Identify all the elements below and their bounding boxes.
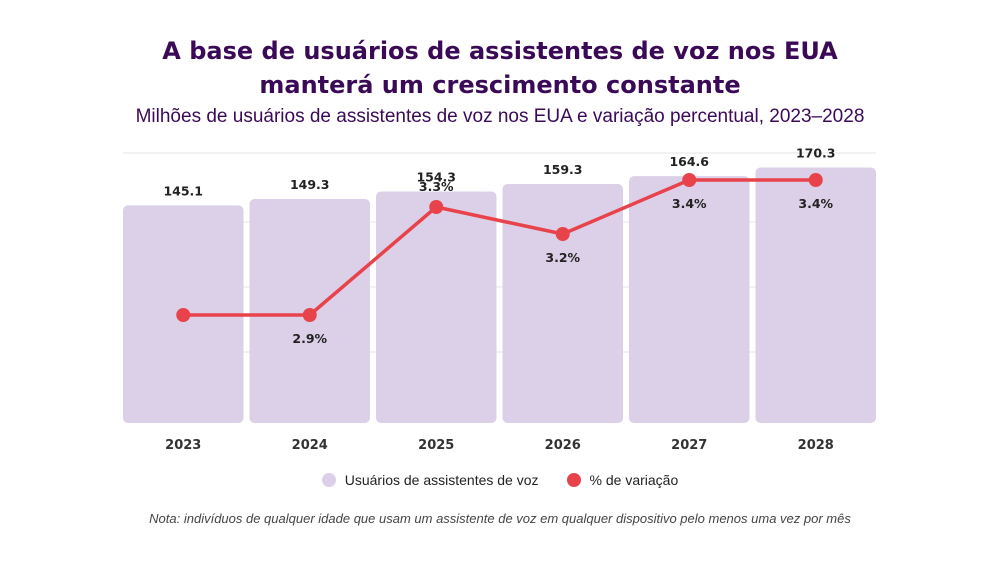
change-point-2024	[302, 308, 317, 322]
bar-2027	[629, 176, 750, 423]
bar-2025	[376, 191, 497, 423]
legend-item-users: Usuários de assistentes de voz	[321, 472, 539, 488]
x-tick-2025: 2025	[418, 438, 454, 453]
legend-swatch-bar	[321, 473, 336, 487]
change-label-2027: 3.4%	[672, 196, 707, 211]
change-point-2028	[808, 173, 823, 187]
x-tick-2026: 2026	[545, 438, 581, 453]
bar-value-label-2026: 159.3	[543, 162, 583, 177]
bar-2028	[755, 167, 876, 423]
title-line-2: manterá um crescimento constante	[259, 71, 741, 99]
x-tick-2028: 2028	[798, 438, 834, 453]
footnote: Nota: indivíduos de qualquer idade que u…	[149, 511, 851, 526]
bar-value-label-2024: 149.3	[290, 177, 330, 192]
title-line-1: A base de usuários de assistentes de voz…	[162, 37, 838, 65]
change-label-2026: 3.2%	[545, 250, 580, 265]
legend-swatch-line	[566, 473, 581, 487]
legend-label-users: Usuários de assistentes de voz	[344, 472, 539, 488]
chart-subtitle: Milhões de usuários de assistentes de vo…	[135, 106, 865, 127]
change-line	[183, 178, 816, 317]
change-label-2025: 3.3%	[419, 179, 454, 194]
change-label-2028: 3.4%	[798, 196, 833, 211]
change-label-2024: 2.9%	[292, 331, 327, 346]
change-point-2026	[555, 227, 570, 241]
bar-2026	[502, 184, 623, 423]
legend-label-change: % de variação	[589, 472, 679, 488]
combo-chart: 145.1 2023 149.3 2024 154.3 2025 159.3 2026 164.…	[123, 146, 876, 453]
bar-value-label-2023: 145.1	[163, 183, 203, 198]
x-tick-2023: 2023	[165, 438, 201, 453]
change-point-2027	[682, 173, 697, 187]
x-tick-2027: 2027	[671, 438, 707, 453]
bar-value-label-2028: 170.3	[796, 146, 836, 161]
x-tick-2024: 2024	[292, 438, 328, 453]
legend: Usuários de assistentes de voz % de vari…	[0, 472, 1000, 488]
legend-item-change: % de variação	[566, 472, 679, 488]
change-point-2023	[176, 308, 191, 322]
bar-value-label-2025: 154.3	[416, 170, 456, 185]
chart-title: A base de usuários de assistentes de voz…	[0, 34, 1000, 102]
bar-value-label-2027: 164.6	[669, 154, 709, 169]
change-point-2025	[429, 200, 444, 214]
